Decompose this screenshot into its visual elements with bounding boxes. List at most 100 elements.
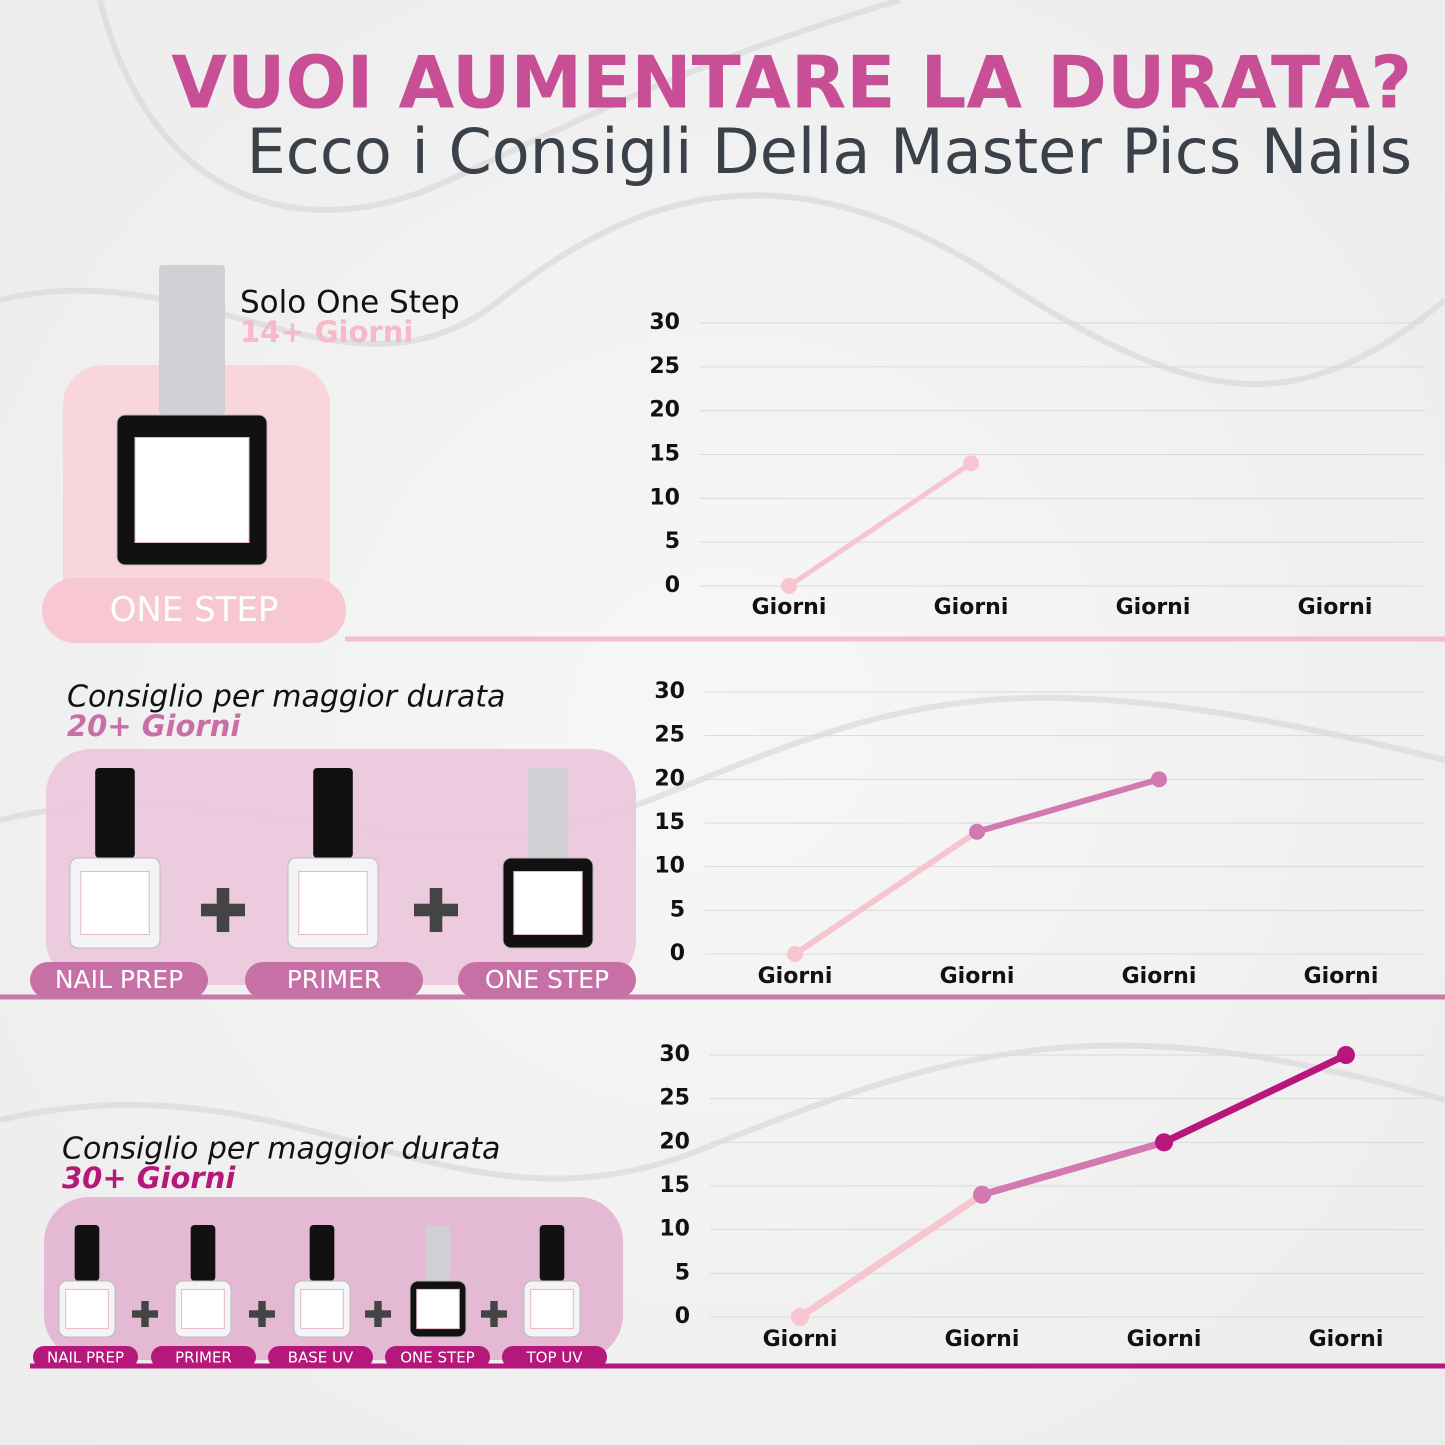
- bottle-cap: [309, 1225, 335, 1281]
- bottle-cap: [95, 768, 135, 858]
- data-point: [1155, 1133, 1173, 1152]
- section-title: Solo One Step: [240, 285, 460, 321]
- bottle-label: [513, 871, 583, 935]
- bottle: [116, 265, 268, 566]
- section-duration: 30+ Giorni: [62, 1161, 236, 1195]
- bottle-label: [80, 871, 150, 935]
- bottle-label: [416, 1288, 460, 1330]
- data-point: [969, 823, 985, 840]
- product-name: BASE UV: [288, 1349, 354, 1367]
- y-tick-label: 10: [654, 854, 685, 879]
- bottle-cap: [528, 768, 568, 858]
- bottle-label: [300, 1288, 344, 1330]
- title: VUOI AUMENTARE LA DURATA?: [171, 41, 1412, 125]
- data-point: [1151, 771, 1167, 788]
- x-tick-label: Giorni: [752, 595, 827, 620]
- data-point: [781, 578, 797, 594]
- y-tick-label: 10: [649, 485, 680, 510]
- y-tick-label: 0: [670, 941, 685, 966]
- line-series: [787, 461, 973, 589]
- x-tick-label: Giorni: [1298, 595, 1373, 620]
- y-tick-label: 25: [659, 1086, 690, 1111]
- x-tick-label: Giorni: [1304, 964, 1379, 989]
- x-tick-label: Giorni: [1122, 964, 1197, 989]
- y-tick-label: 5: [665, 529, 680, 554]
- section-duration: 14+ Giorni: [240, 315, 413, 349]
- plus-sign: [374, 1301, 382, 1327]
- bottle-label: [181, 1288, 225, 1330]
- bottle-cap: [159, 265, 225, 415]
- x-tick-label: Giorni: [1309, 1327, 1384, 1352]
- x-tick-label: Giorni: [940, 964, 1015, 989]
- bottle-cap: [425, 1225, 451, 1281]
- plus-sign: [429, 888, 443, 932]
- product-name: ONE STEP: [400, 1349, 474, 1367]
- section-title: Consiglio per maggior durata: [67, 680, 505, 715]
- product-pill: [245, 962, 423, 998]
- product-pill: [268, 1346, 373, 1368]
- product-pill: [458, 962, 636, 998]
- x-tick-label: Giorni: [945, 1327, 1020, 1352]
- subtitle: Ecco i Consigli Della Master Pics Nails: [247, 115, 1412, 188]
- y-tick-label: 30: [654, 679, 685, 704]
- product-pill: [151, 1346, 256, 1368]
- plus-sign: [141, 1301, 149, 1327]
- product-pill: [33, 1346, 138, 1368]
- y-tick-label: 20: [649, 398, 680, 423]
- bottle: [502, 768, 594, 949]
- y-tick-label: 25: [649, 354, 680, 379]
- bottle-cap: [313, 768, 353, 858]
- y-tick-label: 15: [659, 1173, 690, 1198]
- bottle-cap: [190, 1225, 216, 1281]
- bottle-label: [134, 437, 250, 543]
- bottle-label: [298, 871, 368, 935]
- data-point: [963, 455, 979, 472]
- y-tick-label: 0: [665, 573, 680, 598]
- bottle-label: [530, 1288, 574, 1330]
- bottle-label: [65, 1288, 109, 1330]
- y-tick-label: 5: [675, 1260, 690, 1285]
- data-point: [787, 946, 803, 962]
- y-tick-label: 15: [649, 442, 680, 467]
- x-tick-label: Giorni: [763, 1327, 838, 1352]
- bottle: [287, 768, 379, 949]
- data-point: [791, 1308, 809, 1326]
- x-tick-label: Giorni: [1127, 1327, 1202, 1352]
- plus-sign: [216, 888, 230, 932]
- y-tick-label: 20: [654, 766, 685, 791]
- product-name: NAIL PREP: [47, 1349, 124, 1367]
- y-tick-label: 5: [670, 897, 685, 922]
- plus-sign: [258, 1301, 266, 1327]
- bottle: [293, 1225, 351, 1338]
- product-name: PRIMER: [287, 965, 382, 994]
- y-tick-label: 15: [654, 810, 685, 835]
- line-series: [793, 829, 979, 957]
- bottle: [409, 1225, 467, 1338]
- section-title: Consiglio per maggior durata: [62, 1132, 500, 1167]
- data-point: [1337, 1046, 1355, 1064]
- product-pill: [502, 1346, 607, 1368]
- bottle: [174, 1225, 232, 1338]
- bottle: [523, 1225, 581, 1338]
- bottle: [58, 1225, 116, 1338]
- product-name: ONE STEP: [110, 590, 279, 630]
- bottle-cap: [539, 1225, 565, 1281]
- line-series: [976, 776, 1160, 835]
- product-name: ONE STEP: [485, 965, 609, 994]
- y-tick-label: 0: [675, 1304, 690, 1329]
- line-series: [798, 1191, 984, 1320]
- bottle: [69, 768, 161, 949]
- y-tick-label: 20: [659, 1129, 690, 1154]
- y-tick-label: 30: [659, 1042, 690, 1067]
- data-point: [973, 1185, 991, 1204]
- line-series: [1162, 1051, 1348, 1146]
- product-pill: [42, 578, 346, 643]
- product-name: TOP UV: [525, 1349, 583, 1367]
- x-tick-label: Giorni: [934, 595, 1009, 620]
- y-tick-label: 25: [654, 723, 685, 748]
- bottle-cap: [74, 1225, 100, 1281]
- y-tick-label: 30: [649, 310, 680, 335]
- product-pill: [30, 962, 208, 998]
